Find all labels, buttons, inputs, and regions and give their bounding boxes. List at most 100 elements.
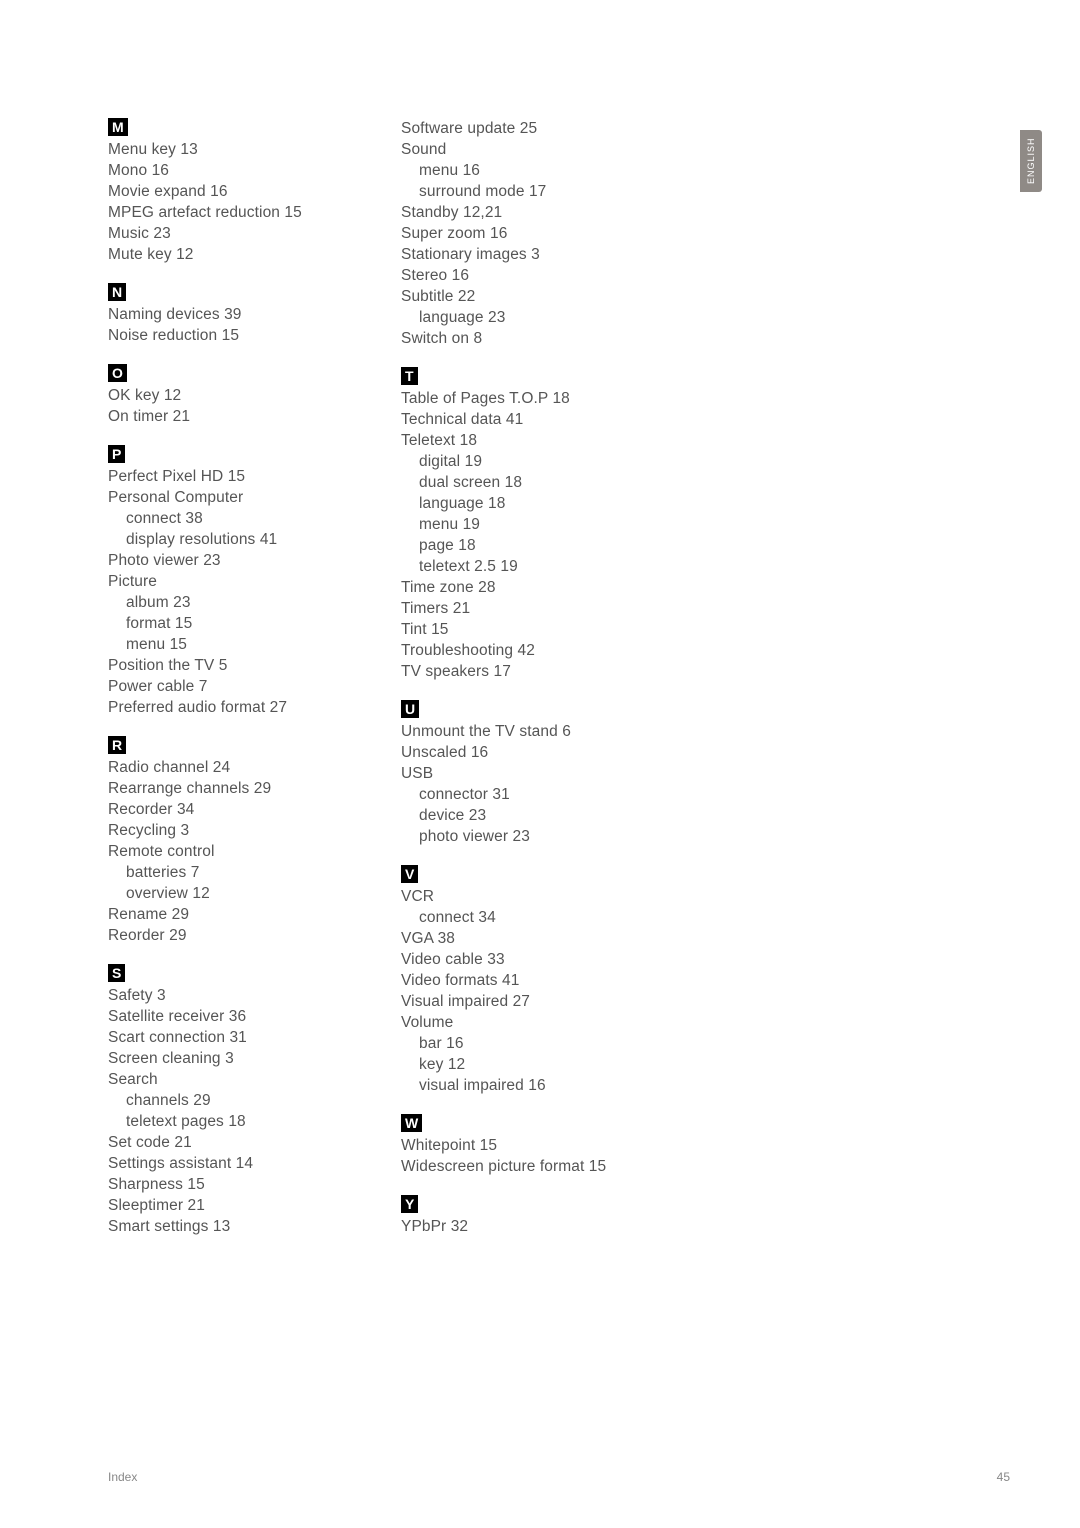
index-subentry: teletext pages 18 (108, 1111, 363, 1132)
index-columns: MMenu key 13Mono 16Movie expand 16MPEG a… (108, 118, 1010, 1255)
index-entry: Stereo 16 (401, 265, 686, 286)
index-entry: Rearrange channels 29 (108, 778, 363, 799)
index-subentry: connect 34 (401, 907, 686, 928)
section-letter-badge: R (108, 736, 126, 754)
section-letter-badge: S (108, 964, 125, 982)
index-subentry: surround mode 17 (401, 181, 686, 202)
index-entry: Preferred audio format 27 (108, 697, 363, 718)
index-entry: Whitepoint 15 (401, 1135, 686, 1156)
index-entry: VGA 38 (401, 928, 686, 949)
index-section: U Unmount the TV stand 6Unscaled 16USBcon… (401, 700, 686, 847)
index-subentry: language 23 (401, 307, 686, 328)
index-subentry: photo viewer 23 (401, 826, 686, 847)
index-entry: Naming devices 39 (108, 304, 363, 325)
index-section: TTable of Pages T.O.P 18Technical data 4… (401, 367, 686, 682)
index-entry: Video formats 41 (401, 970, 686, 991)
index-entry: Radio channel 24 (108, 757, 363, 778)
index-entry: Volume (401, 1012, 686, 1033)
section-letter-badge: Y (401, 1195, 418, 1213)
index-entry: Screen cleaning 3 (108, 1048, 363, 1069)
index-entry: Sound (401, 139, 686, 160)
index-section: O OK key 12On timer 21 (108, 364, 363, 427)
index-entry: Menu key 13 (108, 139, 363, 160)
section-letter-badge: V (401, 865, 418, 883)
index-subentry: batteries 7 (108, 862, 363, 883)
index-entry: Time zone 28 (401, 577, 686, 598)
index-subentry: menu 15 (108, 634, 363, 655)
index-entry: Noise reduction 15 (108, 325, 363, 346)
section-letter-badge: P (108, 445, 125, 463)
index-entry: Unscaled 16 (401, 742, 686, 763)
index-entry: Safety 3 (108, 985, 363, 1006)
section-letter-badge: N (108, 283, 126, 301)
index-entry: Video cable 33 (401, 949, 686, 970)
index-entry: Photo viewer 23 (108, 550, 363, 571)
index-entry: TV speakers 17 (401, 661, 686, 682)
footer-page-number: 45 (997, 1470, 1010, 1484)
index-entry: Standby 12,21 (401, 202, 686, 223)
index-entry: Search (108, 1069, 363, 1090)
index-entry: Mute key 12 (108, 244, 363, 265)
index-section: V VCRconnect 34VGA 38Video cable 33Video … (401, 865, 686, 1096)
index-subentry: dual screen 18 (401, 472, 686, 493)
index-entry: Satellite receiver 36 (108, 1006, 363, 1027)
index-column: Software update 25Soundmenu 16surround m… (401, 118, 686, 1255)
index-entry: Settings assistant 14 (108, 1153, 363, 1174)
index-entry: Troubleshooting 42 (401, 640, 686, 661)
index-subentry: channels 29 (108, 1090, 363, 1111)
index-entry: Scart connection 31 (108, 1027, 363, 1048)
index-section: Software update 25Soundmenu 16surround m… (401, 118, 686, 349)
index-entry: MPEG artefact reduction 15 (108, 202, 363, 223)
index-section: YYPbPr 32 (401, 1195, 686, 1237)
index-entry: Unmount the TV stand 6 (401, 721, 686, 742)
index-entry: Subtitle 22 (401, 286, 686, 307)
index-entry: VCR (401, 886, 686, 907)
index-subentry: album 23 (108, 592, 363, 613)
index-subentry: format 15 (108, 613, 363, 634)
index-entry: Personal Computer (108, 487, 363, 508)
index-entry: Switch on 8 (401, 328, 686, 349)
index-entry: Rename 29 (108, 904, 363, 925)
index-entry: Timers 21 (401, 598, 686, 619)
index-section: R Radio channel 24Rearrange channels 29 Re… (108, 736, 363, 946)
index-entry: Technical data 41 (401, 409, 686, 430)
index-entry: Perfect Pixel HD 15 (108, 466, 363, 487)
index-subentry: digital 19 (401, 451, 686, 472)
index-subentry: connector 31 (401, 784, 686, 805)
section-letter-badge: M (108, 118, 128, 136)
index-entry: Reorder 29 (108, 925, 363, 946)
index-subentry: connect 38 (108, 508, 363, 529)
index-entry: Table of Pages T.O.P 18 (401, 388, 686, 409)
section-letter-badge: W (401, 1114, 422, 1132)
index-column: MMenu key 13Mono 16Movie expand 16MPEG a… (108, 118, 363, 1255)
index-subentry: bar 16 (401, 1033, 686, 1054)
footer-label: Index (108, 1470, 137, 1484)
index-subentry: visual impaired 16 (401, 1075, 686, 1096)
index-entry: On timer 21 (108, 406, 363, 427)
index-entry: Smart settings 13 (108, 1216, 363, 1237)
index-entry: Recycling 3 (108, 820, 363, 841)
index-entry: OK key 12 (108, 385, 363, 406)
index-entry: Mono 16 (108, 160, 363, 181)
index-entry: Picture (108, 571, 363, 592)
index-subentry: key 12 (401, 1054, 686, 1075)
language-tab: ENGLISH (1020, 130, 1042, 192)
index-subentry: menu 19 (401, 514, 686, 535)
section-letter-badge: U (401, 700, 419, 718)
index-section: P Perfect Pixel HD 15Personal Computercon… (108, 445, 363, 718)
index-entry: Software update 25 (401, 118, 686, 139)
index-entry: Sleeptimer 21 (108, 1195, 363, 1216)
section-letter-badge: O (108, 364, 127, 382)
index-entry: Tint 15 (401, 619, 686, 640)
index-entry: Music 23 (108, 223, 363, 244)
index-section: MMenu key 13Mono 16Movie expand 16MPEG a… (108, 118, 363, 265)
index-entry: Position the TV 5 (108, 655, 363, 676)
index-section: N Naming devices 39Noise reduction 15 (108, 283, 363, 346)
index-subentry: overview 12 (108, 883, 363, 904)
index-section: S Safety 3Satellite receiver 36Scart conn… (108, 964, 363, 1237)
page: ENGLISH MMenu key 13Mono 16Movie expand … (0, 0, 1080, 1528)
index-subentry: device 23 (401, 805, 686, 826)
index-entry: USB (401, 763, 686, 784)
index-entry: Visual impaired 27 (401, 991, 686, 1012)
index-section: WWhitepoint 15Widescreen picture format … (401, 1114, 686, 1177)
